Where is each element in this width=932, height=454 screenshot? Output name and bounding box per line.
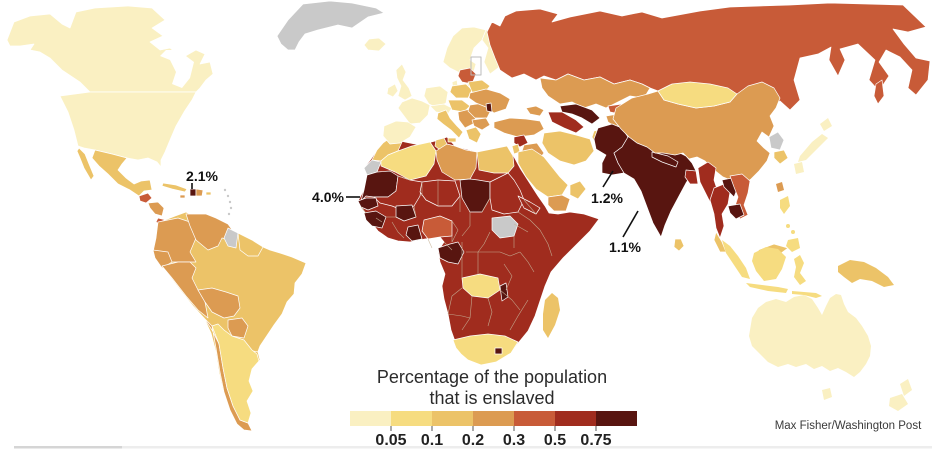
svg-text:1.2%: 1.2% xyxy=(591,190,623,206)
svg-text:Max Fisher/Washington Post: Max Fisher/Washington Post xyxy=(775,420,922,432)
svg-text:Percentage of the population: Percentage of the population xyxy=(377,367,607,387)
svg-text:that is enslaved: that is enslaved xyxy=(429,388,554,408)
svg-text:2.1%: 2.1% xyxy=(186,168,218,184)
svg-text:0.5: 0.5 xyxy=(544,432,566,449)
svg-text:4.0%: 4.0% xyxy=(312,189,344,205)
svg-text:0.2: 0.2 xyxy=(462,432,484,449)
svg-text:0.1: 0.1 xyxy=(421,432,443,449)
svg-text:1.1%: 1.1% xyxy=(609,239,641,255)
svg-text:0.3: 0.3 xyxy=(503,432,525,449)
svg-text:0.75: 0.75 xyxy=(580,432,611,449)
svg-text:0.05: 0.05 xyxy=(375,432,406,449)
